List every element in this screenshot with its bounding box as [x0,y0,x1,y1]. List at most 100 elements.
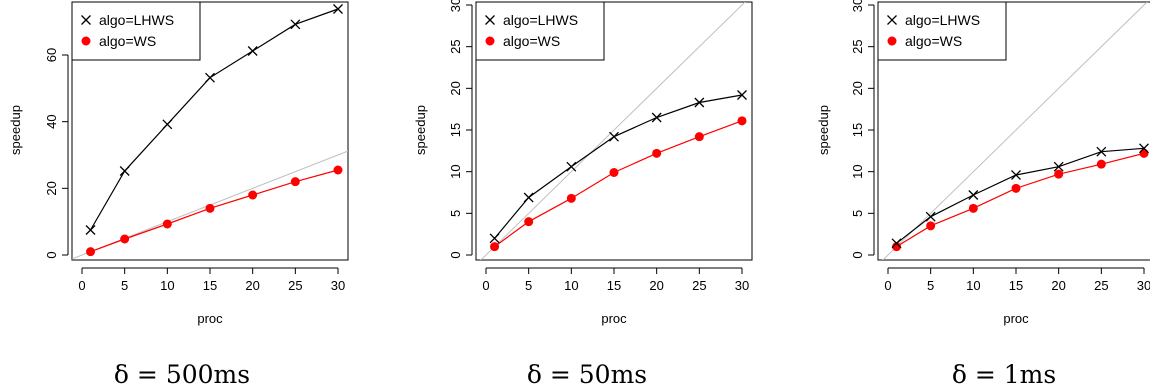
y-tick-label: 10 [850,164,865,178]
data-point-lhws [1011,170,1021,180]
chart-panel-2: 0 5 10 15 20 25 30 0 5 10 15 20 25 30 proc speedup algo=… [413,0,753,389]
x-tick-label: 0 [482,278,489,293]
x-tick-label: 20 [649,278,663,293]
plot-frame [877,1,1150,261]
reference-line-y-equals-x [480,2,746,260]
data-point-ws [1096,159,1106,169]
x-axis-label: proc [197,311,223,326]
y-tick-label: 20 [850,81,865,95]
data-point-lhws [85,225,96,235]
data-point-ws [1054,169,1064,179]
data-point-lhws [694,97,705,108]
x-tick-label: 20 [1051,278,1065,293]
data-point-ws [205,203,215,213]
panel-caption: δ = 50ms [527,360,647,389]
legend-entry: algo=LHWS [905,12,980,28]
data-point-ws [892,242,902,252]
chart-panel-1: 0 5 10 15 20 25 30 0 20 40 60 proc speedup algo=LHWS a… [8,1,349,389]
data-point-lhws [1053,161,1064,172]
data-point-lhws [566,161,577,172]
legend-entry: algo=LHWS [503,12,578,28]
data-point-ws [968,203,978,213]
legend-entry: algo=LHWS [99,12,174,28]
legend-marker-lhws [485,15,495,25]
data-point-ws [333,165,343,175]
data-point-lhws [290,19,301,30]
series-line-2 [896,152,1145,248]
y-tick-label: 15 [448,123,463,137]
x-tick-label: 5 [927,278,934,293]
y-axis-label: speedup [816,105,831,155]
data-point-lhws [333,4,343,14]
data-point-lhws [1139,143,1149,154]
legend-entry: algo=WS [503,33,560,49]
plot-frame [71,1,349,261]
x-tick-label: 5 [121,278,128,293]
y-tick-label: 10 [448,164,463,178]
data-point-ws [1011,183,1021,193]
data-point-ws [566,193,576,203]
data-point-ws [290,177,300,187]
y-tick-label: 30 [850,0,865,12]
y-tick-label: 20 [44,181,59,195]
y-tick-label: 25 [850,39,865,53]
data-point-lhws [651,112,662,123]
data-point-lhws [891,238,902,249]
x-tick-label: 0 [78,278,85,293]
y-axis-label: speedup [413,105,428,155]
x-tick-label: 30 [331,278,345,293]
chart-panel-3: 0 5 10 15 20 25 30 0 5 10 15 20 25 30 proc speedup algo=… [816,0,1150,389]
x-tick-label: 10 [160,278,174,293]
legend-box [71,1,201,61]
data-point-ws [926,221,936,231]
legend-box [877,1,1007,61]
data-point-ws [120,234,130,244]
data-point-lhws [489,233,500,244]
data-point-lhws [609,131,619,142]
legend-entry: algo=WS [99,33,156,49]
y-tick-label: 25 [448,39,463,53]
x-tick-label: 15 [607,278,621,293]
data-point-lhws [737,90,747,100]
data-point-ws [652,148,662,158]
series-line-1 [494,94,743,239]
data-point-ws [694,132,704,142]
y-tick-label: 15 [850,123,865,137]
y-tick-label: 5 [448,210,463,217]
data-point-lhws [968,190,979,200]
legend-entry: algo=WS [905,33,962,49]
data-point-lhws [119,166,130,176]
plot-frame [475,1,753,261]
y-tick-label: 0 [448,251,463,258]
reference-line-y-equals-x [882,2,1148,260]
y-tick-label: 20 [448,81,463,95]
y-tick-label: 0 [44,251,59,258]
data-point-ws [248,190,258,200]
x-tick-label: 0 [884,278,891,293]
panel-caption: δ = 1ms [952,360,1056,389]
x-axis-label: proc [601,311,627,326]
y-axis-label: speedup [8,105,23,155]
legend-marker-lhws [887,15,897,25]
data-point-ws [609,168,619,177]
data-point-lhws [523,192,534,203]
data-point-ws [524,217,534,227]
x-tick-label: 30 [735,278,749,293]
y-tick-label: 5 [850,210,865,217]
panel-caption: δ = 500ms [114,360,250,389]
y-tick-label: 60 [44,48,59,62]
x-tick-label: 10 [966,278,980,293]
data-point-lhws [247,46,258,56]
legend-marker-ws [485,36,495,46]
y-tick-label: 0 [850,251,865,258]
data-point-ws [162,219,172,229]
legend-marker-ws [81,36,91,46]
data-point-ws [1139,148,1149,158]
x-tick-label: 10 [564,278,578,293]
x-tick-label: 5 [525,278,532,293]
x-tick-label: 30 [1137,278,1150,293]
x-tick-label: 25 [1094,278,1108,293]
data-point-lhws [205,72,215,83]
x-tick-label: 15 [203,278,217,293]
